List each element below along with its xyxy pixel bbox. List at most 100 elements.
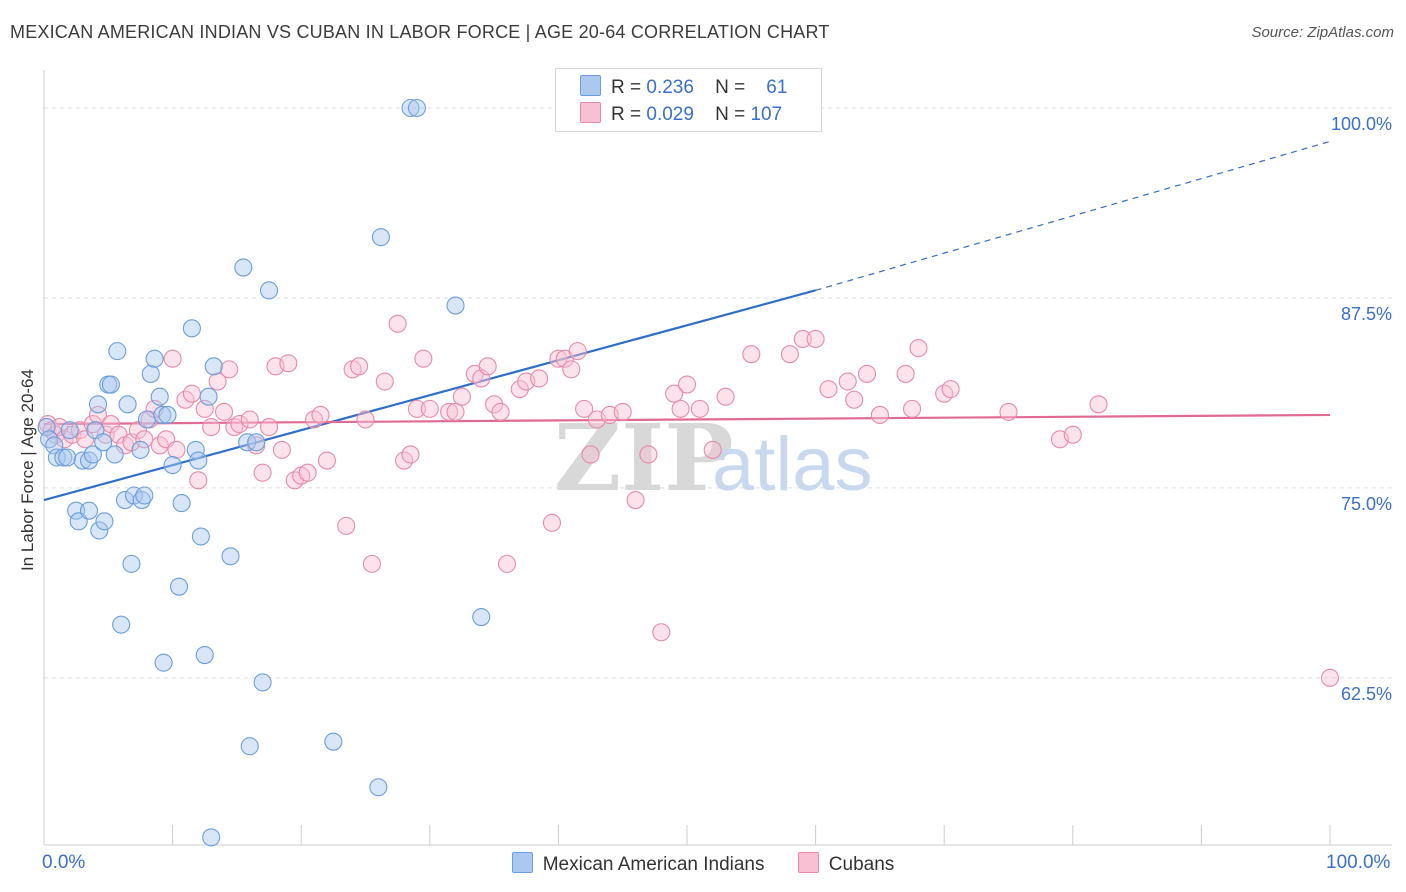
point-mexican (472, 608, 491, 627)
point-cuban (214, 402, 234, 421)
point-cuban (401, 445, 420, 464)
point-cuban (407, 399, 426, 418)
point-mexican (94, 433, 113, 452)
point-mexican (221, 547, 240, 566)
point-cuban (703, 440, 722, 459)
point-cuban (420, 399, 439, 418)
point-mexican (202, 828, 221, 847)
point-cuban (253, 463, 272, 482)
point-cuban (902, 399, 922, 418)
point-mexican (169, 577, 189, 596)
r-value: 0.029 (646, 104, 694, 125)
y-axis-label: In Labor Force | Age 20-64 (18, 369, 37, 571)
point-mexican (135, 486, 154, 505)
point-cuban (182, 384, 201, 403)
point-cuban (440, 402, 459, 421)
legend-swatch-cubans (797, 852, 819, 873)
point-cuban (613, 402, 632, 421)
point-cuban (220, 360, 239, 379)
point-mexican (47, 448, 66, 467)
chart-title: MEXICAN AMERICAN INDIAN VS CUBAN IN LABO… (10, 22, 830, 42)
point-cuban (1089, 395, 1108, 414)
point-mexican (401, 98, 420, 118)
point-cuban (272, 440, 291, 459)
point-cuban (311, 405, 330, 425)
point-mexican (90, 521, 109, 540)
point-cuban (568, 342, 587, 361)
point-cuban (350, 357, 369, 376)
point-cuban (671, 399, 690, 418)
point-cuban (530, 369, 549, 388)
point-mexican (88, 395, 108, 414)
point-cuban (909, 339, 928, 358)
point-cuban (870, 405, 889, 425)
point-cuban (626, 490, 645, 510)
watermark-zip: ZIP (554, 404, 733, 512)
legend-label-mexican: Mexican American Indians (542, 854, 765, 875)
point-cuban (677, 375, 697, 394)
point-cuban (742, 345, 761, 364)
trend-line-mexican-extension (815, 140, 1331, 291)
point-mexican (54, 448, 73, 467)
point-cuban (549, 349, 568, 368)
point-mexican (407, 98, 426, 118)
point-cuban (845, 390, 864, 409)
point-mexican (195, 645, 214, 665)
series-legend: Mexican American Indians Cubans (0, 852, 1406, 876)
point-mexican (253, 673, 272, 692)
y-tick-label: 75.0% (1340, 493, 1392, 514)
point-cuban (446, 402, 465, 421)
point-cuban (999, 402, 1018, 421)
legend-swatch-mexican (580, 75, 601, 96)
point-mexican (73, 451, 92, 470)
point-mexican (371, 228, 390, 247)
point-cuban (793, 329, 812, 349)
point-mexican (101, 375, 120, 394)
legend-label-cubans: Cubans (828, 854, 895, 875)
point-mexican (131, 440, 150, 459)
stats-legend: R = 0.236 N = 61 R = 0.029 N = 107 (555, 68, 822, 132)
point-mexican (199, 387, 218, 406)
point-mexican (446, 296, 465, 315)
point-cuban (491, 402, 510, 421)
point-mexican (324, 732, 343, 751)
point-cuban (202, 418, 221, 437)
trend-line-mexican (43, 289, 816, 502)
point-mexican (95, 512, 114, 531)
point-cuban (485, 395, 504, 414)
point-mexican (83, 445, 102, 464)
point-cuban (819, 380, 838, 399)
point-cuban (317, 451, 336, 470)
point-mexican (60, 421, 79, 440)
point-cuban (690, 399, 709, 418)
trend-line-cubans (43, 413, 1331, 426)
point-mexican (186, 440, 205, 459)
point-cuban (225, 418, 244, 437)
point-mexican (259, 281, 279, 300)
n-value: 61 (766, 77, 788, 98)
point-cuban (230, 415, 249, 434)
n-label: N = (715, 104, 746, 125)
x-tick-label-max: 100.0% (1326, 852, 1391, 873)
point-mexican (247, 433, 266, 452)
point-mexican (153, 405, 172, 425)
point-mexican (118, 395, 137, 414)
legend-item-cubans: Cubans (797, 852, 895, 876)
point-mexican (369, 778, 388, 797)
legend-swatch-cubans (580, 102, 601, 123)
point-cuban (510, 380, 529, 399)
point-mexican (122, 554, 141, 573)
point-cuban (562, 360, 581, 379)
point-cuban (1320, 668, 1340, 687)
point-mexican (112, 615, 131, 634)
point-cuban (497, 554, 517, 573)
point-cuban (279, 354, 298, 373)
point-mexican (145, 349, 164, 368)
point-mexican (141, 364, 160, 383)
x-tick-label-min: 0.0% (42, 852, 86, 873)
point-cuban (208, 372, 227, 391)
point-cuban (163, 349, 182, 368)
point-mexican (189, 451, 208, 470)
point-mexican (79, 501, 99, 520)
point-mexican (105, 445, 124, 464)
